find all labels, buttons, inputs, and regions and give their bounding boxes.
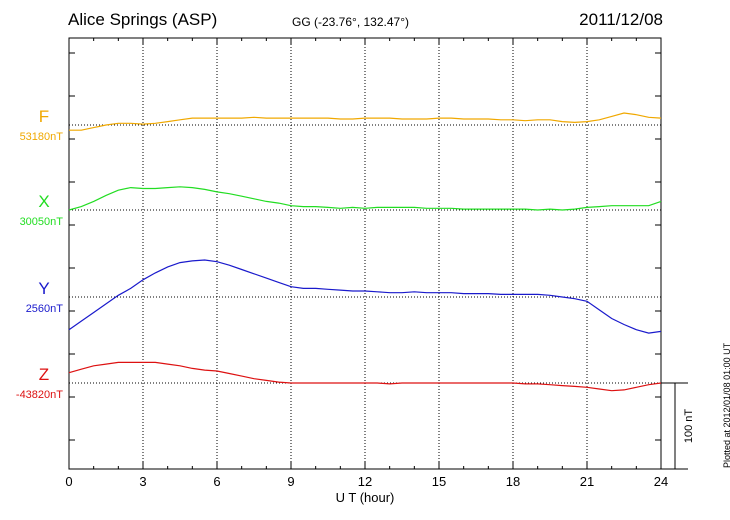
x-tick-label: 24 bbox=[654, 474, 668, 489]
series-line-f bbox=[69, 112, 662, 131]
station-coordinates: GG (-23.76°, 132.47°) bbox=[292, 15, 409, 29]
series-baseline-x: 30050nT bbox=[20, 216, 64, 228]
scale-bar-label: 100 nT bbox=[683, 409, 695, 444]
x-tick-label: 21 bbox=[580, 474, 594, 489]
series-baseline-y: 2560nT bbox=[26, 303, 64, 315]
series-line-x bbox=[68, 186, 662, 211]
x-tick-label: 3 bbox=[139, 474, 146, 489]
series-baseline-z: -43820nT bbox=[16, 389, 63, 401]
series-line-y bbox=[68, 259, 662, 334]
series-line-z bbox=[68, 361, 662, 392]
station-title: Alice Springs (ASP) bbox=[68, 10, 218, 29]
x-tick-label: 18 bbox=[506, 474, 520, 489]
series-name-y: Y bbox=[38, 279, 49, 298]
x-axis-label: U T (hour) bbox=[336, 490, 395, 505]
series-name-x: X bbox=[38, 192, 49, 211]
series-name-z: Z bbox=[39, 365, 49, 384]
series-baseline-f: 53180nT bbox=[20, 131, 64, 143]
series-name-f: F bbox=[39, 107, 49, 126]
x-tick-label: 9 bbox=[287, 474, 294, 489]
x-tick-label: 0 bbox=[65, 474, 72, 489]
x-tick-label: 15 bbox=[432, 474, 446, 489]
plot-date: 2011/12/08 bbox=[579, 10, 663, 29]
plotted-timestamp: Plotted at 2012/01/08 01:00 UT bbox=[722, 342, 730, 468]
x-tick-label: 12 bbox=[358, 474, 372, 489]
x-tick-label: 6 bbox=[213, 474, 220, 489]
